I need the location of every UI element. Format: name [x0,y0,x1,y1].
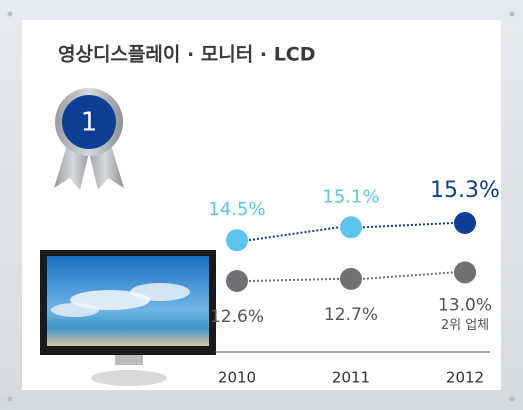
value-label: 14.5% [208,199,265,220]
point [226,229,248,252]
connector [248,226,340,242]
point [340,267,362,290]
chart-title: 영상디스플레이 · 모니터 · LCD [58,44,316,66]
point [454,261,476,284]
connector [362,271,454,280]
badge-number: 1 [81,108,98,138]
x-tick-label: 2012 [446,369,484,387]
value-label: 12.6% [210,307,264,327]
badge: 1 [54,88,124,190]
connector [248,277,340,282]
corner-dots [7,11,515,402]
value-label: 15.1% [322,186,379,207]
point [454,212,476,234]
connector [362,222,454,229]
point [340,216,362,239]
monitor [40,250,216,386]
value-label: 12.7% [324,305,378,325]
annotation: 2위 업체 [441,318,489,333]
point [226,270,248,292]
value-label: 15.3% [430,178,500,203]
value-label: 13.0% [438,295,492,315]
x-tick-label: 2011 [332,369,370,387]
x-tick-label: 2010 [218,369,256,387]
